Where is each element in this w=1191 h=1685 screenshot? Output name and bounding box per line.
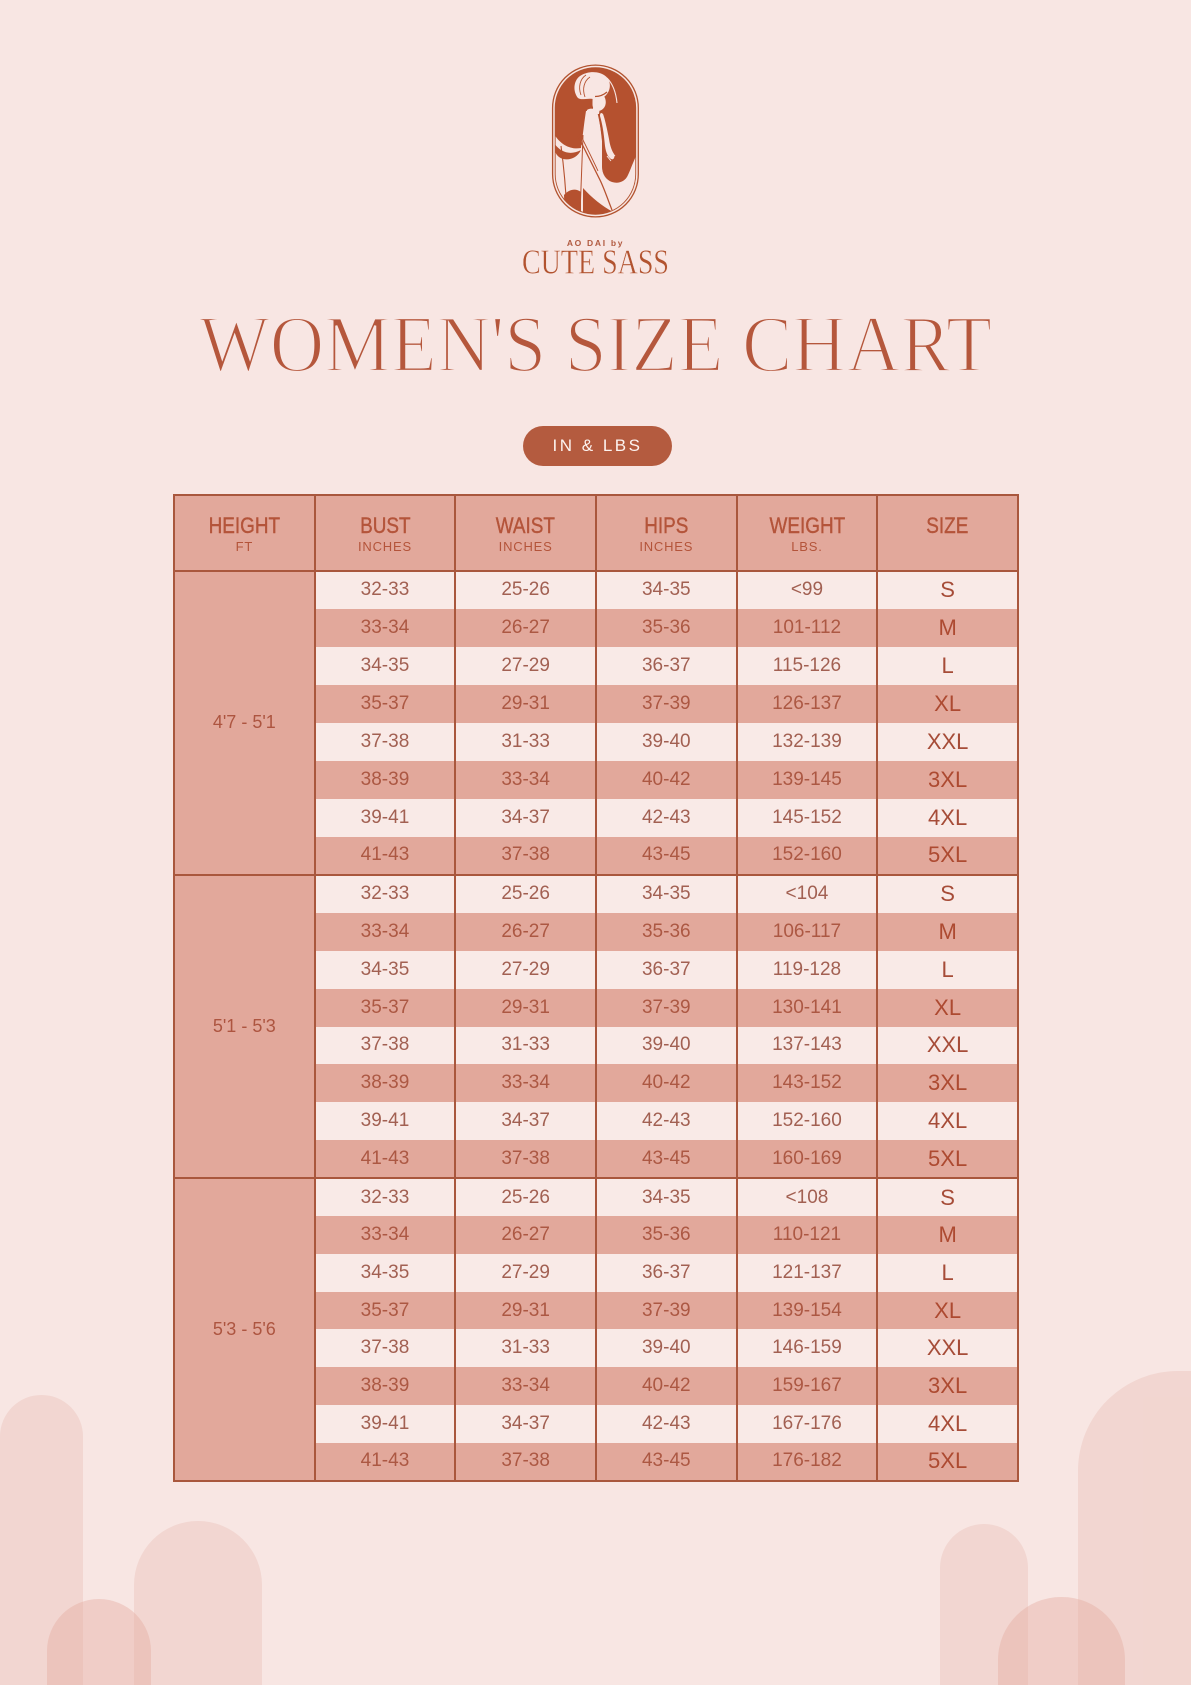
svg-text:WOMEN'S SIZE CHART: WOMEN'S SIZE CHART bbox=[199, 301, 992, 389]
svg-text:CUTE SASS: CUTE SASS bbox=[522, 244, 669, 282]
